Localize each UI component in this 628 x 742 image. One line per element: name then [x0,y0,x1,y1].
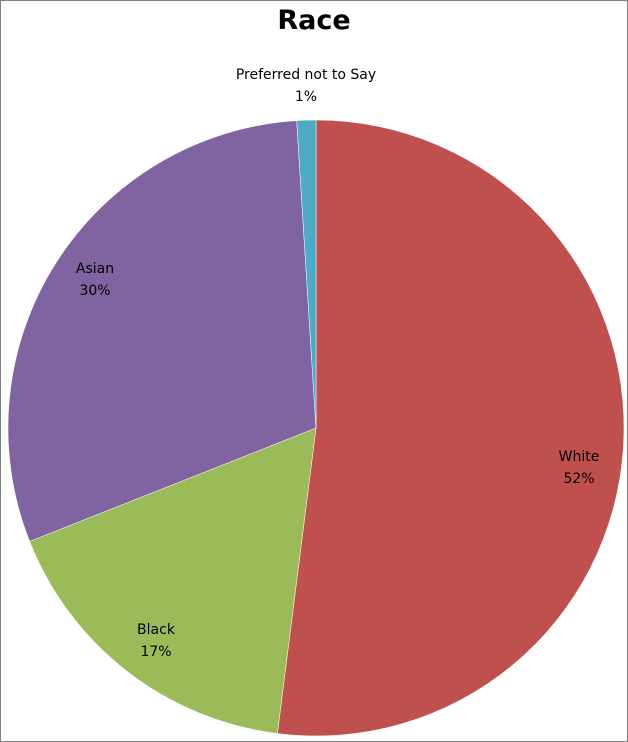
pie-labels: White 52% Black 17% Asian 30% Preferred not to… [76,67,599,660]
data-label-black-name: Black [137,622,176,638]
data-label-asian-name: Asian [76,261,114,277]
data-label-white-percent: 52% [563,471,594,487]
pie-slice-white [277,119,625,737]
pie-slices [7,119,625,737]
data-label-asian-percent: 30% [79,283,110,299]
data-label-preferred-not-to-say-name: Preferred not to Say [236,67,376,83]
data-label-white-name: White [559,449,600,465]
data-label-preferred-not-to-say-percent: 1% [295,89,317,105]
data-label-black-percent: 17% [140,644,171,660]
pie-slice-black [29,427,317,734]
pie-slice-preferred-not-to-say [296,119,317,429]
chart-title: Race [277,5,351,36]
pie-slice-asian [7,120,317,542]
